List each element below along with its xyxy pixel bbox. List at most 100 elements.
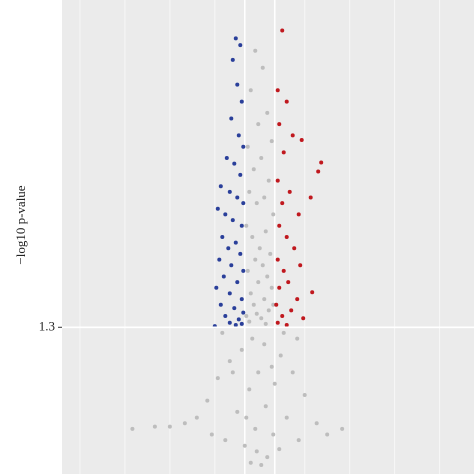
point [302, 393, 307, 397]
point [256, 370, 261, 375]
point [287, 189, 292, 194]
point [218, 302, 223, 307]
point [239, 223, 244, 228]
point [308, 195, 313, 200]
point [259, 156, 264, 160]
point [286, 280, 291, 285]
point [218, 184, 223, 189]
point [280, 201, 285, 206]
point [299, 137, 304, 142]
point [269, 285, 274, 290]
point [248, 291, 253, 296]
point [247, 319, 252, 324]
point [239, 321, 244, 326]
point [130, 426, 135, 431]
point [298, 263, 303, 268]
point [275, 257, 280, 262]
point [244, 314, 249, 318]
point [229, 263, 234, 268]
point [256, 122, 261, 127]
point [217, 257, 222, 262]
point [275, 178, 280, 183]
point [209, 432, 214, 437]
point [235, 409, 240, 414]
point [227, 320, 232, 325]
point [233, 323, 238, 328]
point [241, 201, 246, 206]
point [214, 285, 219, 290]
point [254, 449, 259, 454]
point [221, 274, 226, 279]
point [271, 212, 276, 217]
point [224, 156, 229, 160]
point [259, 316, 264, 321]
point [235, 280, 240, 285]
point [233, 36, 238, 41]
point [239, 99, 244, 104]
point [340, 426, 345, 431]
point [284, 235, 289, 239]
point [253, 426, 258, 431]
point [280, 314, 285, 318]
point [241, 268, 246, 273]
point [268, 251, 273, 256]
point [278, 353, 283, 358]
point [247, 387, 252, 392]
point [274, 302, 279, 307]
point [277, 223, 282, 228]
point [227, 359, 232, 364]
point [265, 110, 270, 115]
point [167, 424, 172, 429]
point [277, 447, 282, 452]
point [245, 144, 250, 149]
point [194, 415, 199, 420]
point [205, 398, 210, 403]
point [223, 438, 228, 443]
point [260, 263, 265, 268]
point [271, 432, 276, 437]
point [250, 235, 255, 239]
point [295, 336, 300, 341]
point [233, 240, 238, 245]
point [215, 206, 220, 211]
point [242, 443, 247, 448]
point [266, 178, 271, 183]
point [235, 195, 240, 200]
plot-background [62, 0, 474, 474]
point [238, 43, 243, 48]
point [215, 376, 220, 381]
point [289, 308, 294, 313]
point [223, 314, 228, 318]
point [220, 330, 225, 335]
point [254, 201, 259, 206]
point [239, 297, 244, 302]
point [223, 212, 228, 217]
point [244, 223, 249, 228]
point [275, 320, 280, 325]
point [251, 167, 256, 172]
point [241, 144, 246, 149]
point [236, 317, 241, 322]
y-tick-label: 1.3 [39, 318, 55, 333]
point [269, 139, 274, 144]
point [284, 99, 289, 104]
point [280, 28, 285, 33]
point [238, 172, 243, 177]
point [235, 82, 240, 87]
point [281, 330, 286, 335]
point [296, 438, 301, 443]
point [248, 460, 253, 465]
point [284, 415, 289, 420]
point [263, 321, 268, 326]
point [263, 229, 268, 234]
point [260, 65, 265, 70]
point [319, 160, 324, 165]
point [152, 424, 157, 429]
point [251, 302, 256, 307]
point [325, 432, 330, 437]
point [310, 290, 315, 295]
point [227, 189, 232, 194]
point [314, 421, 319, 426]
point [238, 251, 243, 256]
